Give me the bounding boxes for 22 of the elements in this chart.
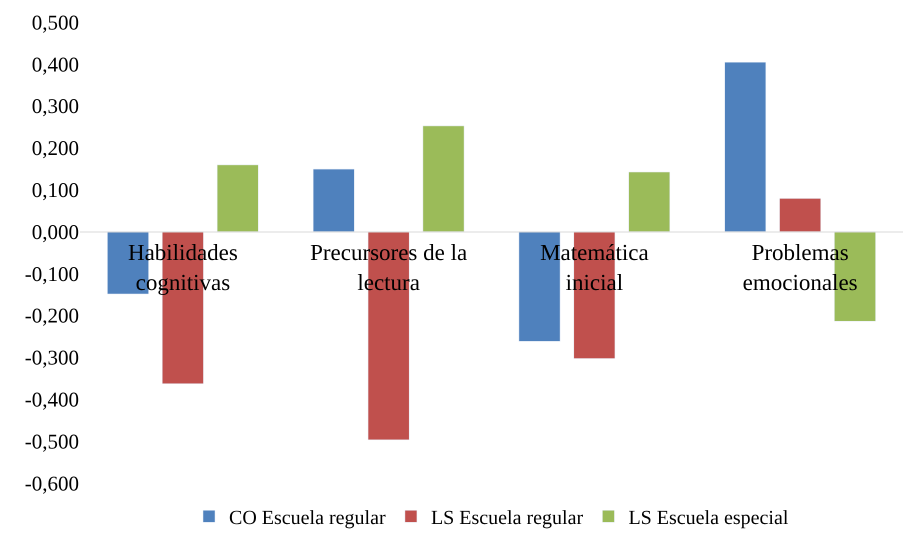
y-tick-label: -0,100 [24, 262, 79, 286]
y-tick-label: -0,500 [24, 429, 79, 454]
y-tick-label: -0,400 [24, 388, 79, 412]
y-tick-label: 0,100 [32, 178, 79, 202]
bar [422, 126, 464, 232]
legend-label: LS Escuela regular [430, 507, 584, 530]
bar [216, 164, 259, 232]
bar [724, 62, 766, 232]
y-tick-label: 0,500 [32, 10, 79, 34]
bar [312, 168, 355, 232]
y-tick-label: -0,600 [24, 471, 79, 496]
legend-label: LS Escuela especial [628, 507, 789, 530]
legend-label: CO Escuela regular [229, 507, 386, 530]
y-tick-label: -0,200 [24, 304, 79, 328]
bar [779, 198, 821, 232]
y-tick-label: 0,000 [32, 220, 79, 244]
bar [628, 172, 670, 232]
y-tick-label: -0,300 [24, 346, 79, 370]
x-tick-label: Habilidades cognitivas [128, 240, 238, 296]
y-tick-label: 0,400 [32, 52, 79, 76]
y-tick-label: 0,200 [32, 136, 79, 160]
y-tick-label: 0,300 [32, 94, 79, 118]
